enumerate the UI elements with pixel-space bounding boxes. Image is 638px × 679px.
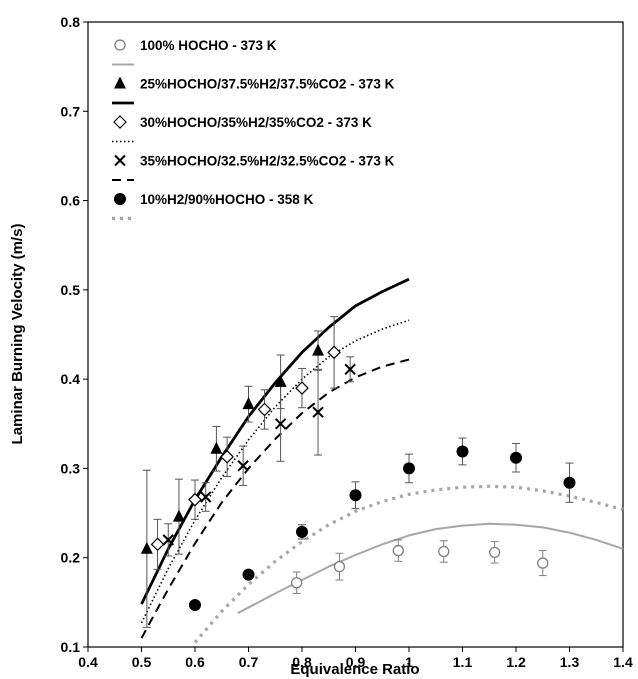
data-point-4 bbox=[150, 537, 165, 552]
data-point-2 bbox=[210, 441, 223, 454]
data-point-6 bbox=[162, 534, 174, 546]
series-line-5 bbox=[140, 319, 410, 624]
data-point-8 bbox=[403, 462, 415, 475]
data-point-8 bbox=[296, 525, 308, 538]
data-point-8 bbox=[563, 476, 576, 489]
series-line-7 bbox=[140, 358, 410, 639]
data-point-6 bbox=[274, 418, 287, 430]
legend-marker bbox=[113, 115, 127, 129]
data-point-0 bbox=[333, 560, 346, 573]
legend-marker bbox=[114, 193, 126, 205]
y-tick-label: 0.4 bbox=[61, 371, 81, 387]
y-tick-label: 0.5 bbox=[61, 282, 81, 298]
data-point-2 bbox=[274, 374, 287, 387]
data-point-8 bbox=[189, 599, 201, 612]
x-tick-label: 0.4 bbox=[78, 654, 98, 670]
legend-label: 35%HOCHO/32.5%H2/32.5%CO2 - 373 K bbox=[140, 154, 395, 169]
x-tick-label: 0.8 bbox=[292, 654, 312, 670]
data-point-6 bbox=[199, 491, 212, 503]
data-point-2 bbox=[242, 397, 255, 410]
model-curves bbox=[140, 277, 624, 644]
x-tick-label: 1.1 bbox=[453, 654, 473, 670]
legend-marker bbox=[114, 76, 126, 89]
legend-marker bbox=[114, 154, 126, 167]
y-tick-label: 0.2 bbox=[61, 550, 81, 566]
y-axis: 0.1 0.2 0.3 0.4 0.5 0.6 0.7 0.8 bbox=[61, 14, 88, 655]
data-point-0 bbox=[392, 544, 404, 557]
x-tick-label: 0.9 bbox=[346, 654, 366, 670]
data-point-8 bbox=[349, 489, 362, 502]
y-tick-label: 0.6 bbox=[61, 193, 81, 209]
data-point-0 bbox=[438, 545, 450, 558]
data-point-8 bbox=[242, 568, 255, 581]
legend-marker bbox=[114, 39, 126, 51]
data-point-8 bbox=[510, 451, 522, 464]
series-line-3 bbox=[140, 277, 410, 605]
x-tick-label: 1.4 bbox=[613, 654, 633, 670]
data-points bbox=[140, 343, 576, 612]
legend: 100% HOCHO - 373 K 25%HOCHO/37.5%H2/37.5%… bbox=[112, 38, 395, 221]
data-point-6 bbox=[344, 363, 356, 376]
x-axis: 0.4 0.5 0.6 0.7 0.8 0.9 1 1.1 1.2 1.3 1.4 bbox=[78, 647, 633, 670]
data-point-0 bbox=[537, 557, 549, 569]
data-point-4 bbox=[257, 402, 272, 417]
data-point-8 bbox=[456, 445, 469, 458]
legend-label: 100% HOCHO - 373 K bbox=[140, 38, 277, 53]
data-point-4 bbox=[295, 381, 309, 395]
data-point-0 bbox=[488, 546, 501, 559]
x-tick-label: 0.7 bbox=[239, 654, 259, 670]
x-tick-label: 1.2 bbox=[506, 654, 526, 670]
data-point-4 bbox=[188, 492, 202, 507]
data-point-0 bbox=[290, 577, 303, 589]
series-line-1 bbox=[237, 522, 624, 614]
data-point-4 bbox=[327, 345, 341, 360]
legend-label: 10%H2/90%HOCHO - 358 K bbox=[140, 192, 314, 207]
legend-label: 25%HOCHO/37.5%H2/37.5%CO2 - 373 K bbox=[140, 77, 395, 92]
error-bars bbox=[142, 316, 574, 628]
data-point-4 bbox=[220, 449, 234, 464]
x-tick-label: 1.3 bbox=[560, 654, 580, 670]
x-tick-label: 1 bbox=[405, 654, 413, 670]
data-point-6 bbox=[237, 460, 249, 472]
y-tick-label: 0.8 bbox=[61, 14, 81, 30]
series-line-9 bbox=[193, 484, 624, 644]
data-point-6 bbox=[312, 406, 324, 418]
x-tick-label: 0.5 bbox=[132, 654, 152, 670]
legend-label: 30%HOCHO/35%H2/35%CO2 - 373 K bbox=[140, 115, 372, 130]
y-axis-label: Laminar Burning Velocity (m/s) bbox=[9, 224, 26, 445]
x-axis-label: Equivalence Ratio bbox=[290, 661, 419, 678]
y-tick-label: 0.3 bbox=[61, 460, 81, 476]
data-point-2 bbox=[312, 343, 325, 356]
data-point-2 bbox=[172, 509, 185, 522]
data-point-2 bbox=[140, 541, 153, 554]
y-tick-label: 0.1 bbox=[61, 639, 81, 655]
y-tick-label: 0.7 bbox=[61, 103, 81, 119]
x-tick-label: 0.6 bbox=[185, 654, 205, 670]
